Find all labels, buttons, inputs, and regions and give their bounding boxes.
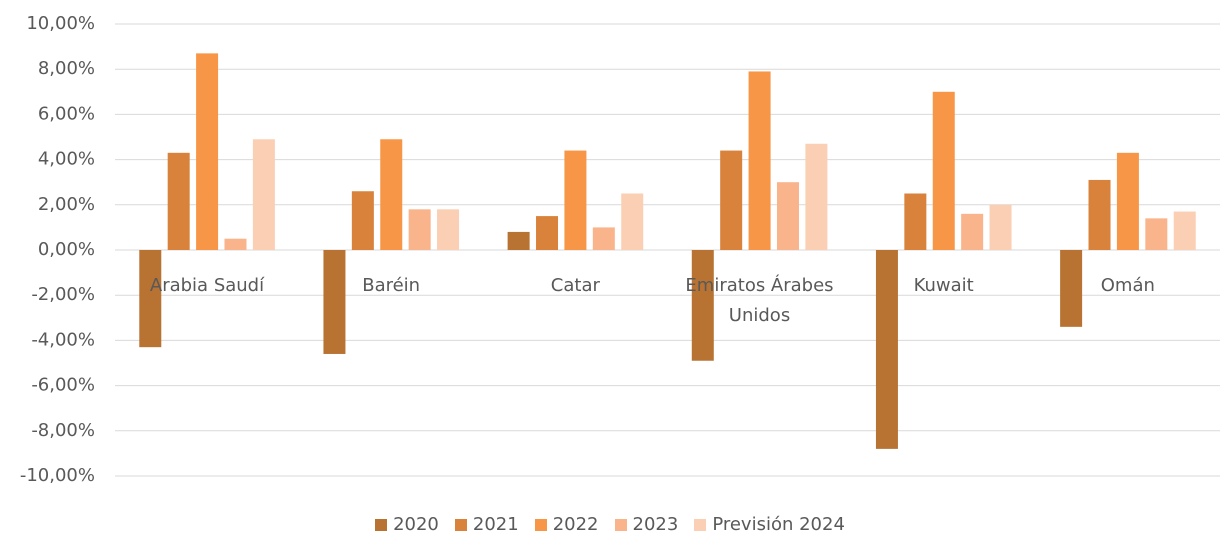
legend-item: 2022 [534, 514, 599, 535]
bar [592, 227, 615, 250]
legend-swatch [454, 518, 467, 531]
x-tick-label: Kuwait [913, 275, 974, 296]
bar [196, 53, 219, 250]
legend-item: 2020 [375, 514, 439, 535]
legend-swatch [534, 518, 547, 531]
bar [1145, 218, 1168, 250]
y-tick-label: -2,00% [31, 284, 95, 305]
legend: 2020 2021 2022 2023 Previsión 2024 [0, 514, 1220, 535]
y-tick-label: 0,00% [38, 239, 95, 260]
legend-label: 2021 [472, 514, 519, 535]
bar [748, 71, 771, 251]
bar [380, 139, 403, 250]
bar [621, 193, 644, 250]
bar [1088, 179, 1111, 250]
legend-label: 2023 [632, 514, 679, 535]
x-tick-label: Baréin [362, 275, 421, 296]
bar [564, 150, 587, 250]
bar [720, 150, 743, 250]
y-tick-label: -4,00% [31, 329, 95, 350]
bar [252, 139, 275, 250]
legend-swatch [375, 518, 388, 531]
bar [776, 182, 799, 250]
y-tick-label: 8,00% [38, 58, 95, 79]
legend-item: 2023 [614, 514, 679, 535]
x-tick-label: Catar [550, 275, 600, 296]
bar [904, 193, 927, 250]
bar [805, 143, 828, 250]
bar [989, 204, 1012, 250]
y-tick-label: -8,00% [31, 420, 95, 441]
bar [1060, 250, 1083, 327]
bar [323, 250, 346, 354]
y-tick-label: 2,00% [38, 194, 95, 215]
x-tick-label: Omán [1100, 275, 1155, 296]
x-tick-label: Emiratos Árabes Unidos [685, 275, 834, 326]
bar [536, 216, 559, 250]
legend-label: 2022 [552, 514, 599, 535]
bar [351, 191, 374, 250]
bar [875, 250, 898, 449]
bar [932, 91, 955, 250]
bar [691, 250, 714, 361]
y-tick-label: -6,00% [31, 375, 95, 396]
legend-swatch [614, 518, 627, 531]
bar [1116, 152, 1139, 250]
y-tick-label: 10,00% [26, 13, 95, 34]
x-tick-label: Arabia Saudí [149, 275, 265, 296]
legend-item: Previsión 2024 [694, 514, 845, 535]
bar [437, 209, 460, 250]
bar [224, 238, 247, 250]
bar [507, 231, 530, 250]
y-tick-label: 4,00% [38, 149, 95, 170]
bar [961, 213, 984, 250]
bar [167, 152, 190, 250]
legend-label: Previsión 2024 [712, 514, 845, 535]
bar [1173, 211, 1196, 250]
legend-swatch [694, 518, 707, 531]
bar [408, 209, 431, 250]
legend-label: 2020 [393, 514, 439, 535]
y-tick-label: -10,00% [20, 465, 95, 486]
legend-item: 2021 [454, 514, 519, 535]
y-tick-label: 6,00% [38, 103, 95, 124]
bar [139, 250, 162, 348]
